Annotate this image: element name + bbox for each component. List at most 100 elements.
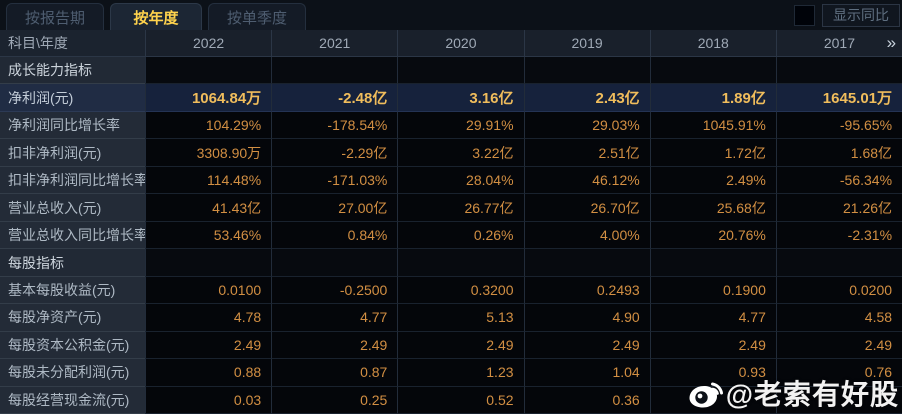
table-row: 营业总收入同比增长率 53.46% 0.84% 0.26% 4.00% 20.76% -2.… bbox=[0, 221, 902, 250]
cell-value: -171.03% bbox=[271, 166, 398, 195]
tab-by-year[interactable]: 按年度 bbox=[110, 3, 203, 30]
cell-value: 0.93 bbox=[649, 359, 776, 387]
cell-value: 4.77 bbox=[649, 304, 776, 332]
cell-value: -56.34% bbox=[775, 166, 902, 195]
table-row: 每股经营现金流(元) 0.03 0.25 0.52 0.36 bbox=[0, 386, 902, 414]
financial-table: 科目\年度 2022 2021 2020 2019 2018 2017 » 成长能力指标 净利… bbox=[0, 30, 902, 414]
cell-value: 4.90 bbox=[523, 304, 650, 332]
cell-value: 27.00亿 bbox=[271, 194, 398, 222]
cell-value: 2.49 bbox=[649, 331, 776, 360]
cell-value: 104.29% bbox=[145, 111, 272, 140]
cell-value: 5.13 bbox=[397, 304, 524, 332]
show-yoy-label[interactable]: 显示同比 bbox=[822, 4, 900, 27]
cell-value bbox=[145, 57, 272, 85]
cell-value: 20.76% bbox=[649, 221, 776, 250]
cell-value: 25.68亿 bbox=[649, 194, 776, 222]
cell-value: 1064.84万 bbox=[145, 84, 272, 112]
row-label: 基本每股收益(元) bbox=[0, 276, 145, 305]
table-row: 每股资本公积金(元) 2.49 2.49 2.49 2.49 2.49 2.49 bbox=[0, 331, 902, 360]
row-label: 扣非净利润(元) bbox=[0, 139, 145, 167]
tab-by-quarter[interactable]: 按单季度 bbox=[208, 3, 307, 30]
row-label: 净利润(元) bbox=[0, 84, 145, 112]
show-yoy-control: 显示同比 bbox=[794, 4, 900, 27]
cell-value: 2.49% bbox=[649, 166, 776, 195]
cell-value: 2.49 bbox=[145, 331, 272, 360]
cell-value: 1045.91% bbox=[649, 111, 776, 140]
row-label: 每股净资产(元) bbox=[0, 304, 145, 332]
table-row: 每股未分配利润(元) 0.88 0.87 1.23 1.04 0.93 0.76 bbox=[0, 359, 902, 387]
year-column-header[interactable]: 2019 bbox=[523, 30, 650, 56]
cell-value: 3.16亿 bbox=[397, 84, 524, 112]
cell-value: 2.49 bbox=[775, 331, 902, 360]
cell-value: 0.3200 bbox=[397, 276, 524, 305]
year-column-header[interactable]: 2022 bbox=[145, 30, 271, 56]
table-row: 净利润(元) 1064.84万 -2.48亿 3.16亿 2.43亿 1.89亿 1645.… bbox=[0, 84, 902, 112]
corner-header: 科目\年度 bbox=[0, 30, 145, 56]
cell-value: 1.72亿 bbox=[649, 139, 776, 167]
cell-value: 26.70亿 bbox=[523, 194, 650, 222]
cell-value: -2.48亿 bbox=[271, 84, 398, 112]
table-row: 营业总收入(元) 41.43亿 27.00亿 26.77亿 26.70亿 25.68亿 21… bbox=[0, 194, 902, 222]
cell-value bbox=[397, 57, 524, 85]
cell-value bbox=[271, 249, 398, 277]
year-column-header[interactable]: 2021 bbox=[271, 30, 397, 56]
cell-value bbox=[523, 57, 650, 85]
cell-value bbox=[271, 57, 398, 85]
show-yoy-checkbox[interactable] bbox=[794, 5, 815, 26]
cell-value: 2.49 bbox=[271, 331, 398, 360]
cell-value: -0.2500 bbox=[271, 276, 398, 305]
cell-value: 4.77 bbox=[271, 304, 398, 332]
row-label: 每股资本公积金(元) bbox=[0, 331, 145, 360]
row-label: 营业总收入(元) bbox=[0, 194, 145, 222]
cell-value: 28.04% bbox=[397, 166, 524, 195]
cell-value: 4.00% bbox=[523, 221, 650, 250]
tab-by-report-period[interactable]: 按报告期 bbox=[6, 3, 105, 30]
cell-value: 29.91% bbox=[397, 111, 524, 140]
cell-value: 3308.90万 bbox=[145, 139, 272, 167]
cell-value: 29.03% bbox=[523, 111, 650, 140]
cell-value: 46.12% bbox=[523, 166, 650, 195]
cell-value: 26.77亿 bbox=[397, 194, 524, 222]
row-label: 净利润同比增长率 bbox=[0, 111, 145, 140]
cell-value: 1.89亿 bbox=[649, 84, 776, 112]
section-row: 成长能力指标 bbox=[0, 57, 902, 85]
cell-value: 53.46% bbox=[145, 221, 272, 250]
year-label: 2021 bbox=[319, 35, 351, 51]
cell-value: 3.22亿 bbox=[397, 139, 524, 167]
cell-value: 0.2493 bbox=[523, 276, 650, 305]
table-row: 扣非净利润(元) 3308.90万 -2.29亿 3.22亿 2.51亿 1.72亿 1.6… bbox=[0, 139, 902, 167]
cell-value bbox=[649, 386, 776, 414]
cell-value: 0.03 bbox=[145, 386, 272, 414]
cell-value: 1.68亿 bbox=[775, 139, 902, 167]
section-row: 每股指标 bbox=[0, 249, 902, 277]
year-column-header[interactable]: 2017 » bbox=[775, 30, 902, 56]
cell-value bbox=[397, 249, 524, 277]
cell-value: 2.49 bbox=[523, 331, 650, 360]
cell-value: 114.48% bbox=[145, 166, 272, 195]
cell-value: 41.43亿 bbox=[145, 194, 272, 222]
cell-value: 0.88 bbox=[145, 359, 272, 387]
cell-value: 2.43亿 bbox=[523, 84, 650, 112]
cell-value: -2.31% bbox=[775, 221, 902, 250]
year-column-header[interactable]: 2020 bbox=[397, 30, 523, 56]
row-label: 营业总收入同比增长率 bbox=[0, 221, 145, 250]
cell-value: 2.51亿 bbox=[523, 139, 650, 167]
table-row: 扣非净利润同比增长率 114.48% -171.03% 28.04% 46.12% 2.4… bbox=[0, 166, 902, 195]
cell-value bbox=[775, 386, 902, 414]
cell-value bbox=[775, 249, 902, 277]
cell-value bbox=[145, 249, 272, 277]
cell-value bbox=[649, 57, 776, 85]
year-label: 2017 bbox=[823, 35, 856, 51]
cell-value: 0.26% bbox=[397, 221, 524, 250]
cell-value: 1.23 bbox=[397, 359, 524, 387]
cell-value: 0.87 bbox=[271, 359, 398, 387]
cell-value: 0.25 bbox=[271, 386, 398, 414]
year-label: 2018 bbox=[697, 35, 729, 51]
cell-value bbox=[775, 57, 902, 85]
next-page-icon[interactable]: » bbox=[886, 33, 897, 52]
year-column-header[interactable]: 2018 bbox=[649, 30, 776, 56]
cell-value: 0.52 bbox=[397, 386, 524, 414]
table-row: 每股净资产(元) 4.78 4.77 5.13 4.90 4.77 4.58 bbox=[0, 304, 902, 332]
cell-value: 4.58 bbox=[775, 304, 902, 332]
year-label: 2019 bbox=[571, 35, 603, 51]
